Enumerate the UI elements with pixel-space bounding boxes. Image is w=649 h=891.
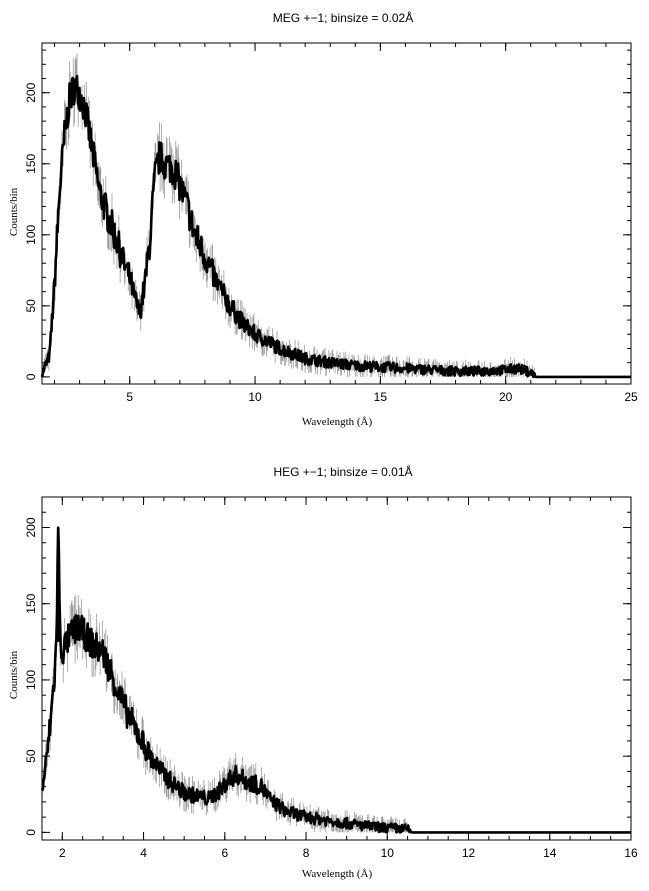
x-tick-label: 16 <box>624 846 638 860</box>
y-tick-label: 150 <box>24 153 38 173</box>
y-tick-label: 0 <box>24 373 38 380</box>
x-tick-label: 12 <box>462 846 476 860</box>
heg-panel: HEG +−1; binsize = 0.01Å Wavelength (Å) … <box>8 464 638 880</box>
x-tick-label: 2 <box>59 846 66 860</box>
x-tick-label: 25 <box>624 390 638 404</box>
y-tick-label: 100 <box>24 224 38 244</box>
y-tick-label: 100 <box>24 670 38 690</box>
y-tick-label: 50 <box>24 749 38 763</box>
heg-title: HEG +−1; binsize = 0.01Å <box>273 464 412 479</box>
x-tick-label: 15 <box>374 390 388 404</box>
meg-panel: MEG +−1; binsize = 0.02Å Wavelength (Å) … <box>8 10 638 428</box>
y-tick-label: 200 <box>24 82 38 102</box>
y-tick-label: 200 <box>24 517 38 537</box>
meg-y-axis-label: Counts/bin <box>8 187 20 236</box>
x-tick-label: 6 <box>221 846 228 860</box>
heg-axis-ticks: 2 4 6 8 10 12 14 16 0 50 100 150 200 <box>24 496 638 860</box>
x-tick-label: 10 <box>248 390 262 404</box>
heg-spectrum <box>40 526 632 834</box>
heg-x-axis-label: Wavelength (Å) <box>302 868 373 880</box>
x-tick-label: 20 <box>499 390 513 404</box>
heg-y-axis-label: Counts/bin <box>8 650 20 699</box>
heg-error-bars <box>41 579 410 833</box>
x-tick-label: 14 <box>543 846 557 860</box>
meg-title: MEG +−1; binsize = 0.02Å <box>273 10 413 25</box>
x-tick-label: 4 <box>140 846 147 860</box>
y-tick-label: 150 <box>24 593 38 613</box>
y-tick-label: 0 <box>24 829 38 836</box>
y-tick-label: 50 <box>24 299 38 313</box>
x-tick-label: 5 <box>126 390 133 404</box>
spectrum-line <box>40 74 632 379</box>
meg-axis-ticks: 5 10 15 20 25 0 50 100 150 200 <box>24 43 638 404</box>
heg-plot-frame <box>41 496 632 841</box>
meg-spectrum <box>40 74 632 379</box>
meg-x-axis-label: Wavelength (Å) <box>302 416 373 428</box>
meg-error-bars <box>42 53 535 377</box>
x-tick-label: 8 <box>303 846 310 860</box>
meg-plot-frame <box>41 42 632 385</box>
x-tick-label: 10 <box>381 846 395 860</box>
spectrum-line <box>40 526 632 834</box>
